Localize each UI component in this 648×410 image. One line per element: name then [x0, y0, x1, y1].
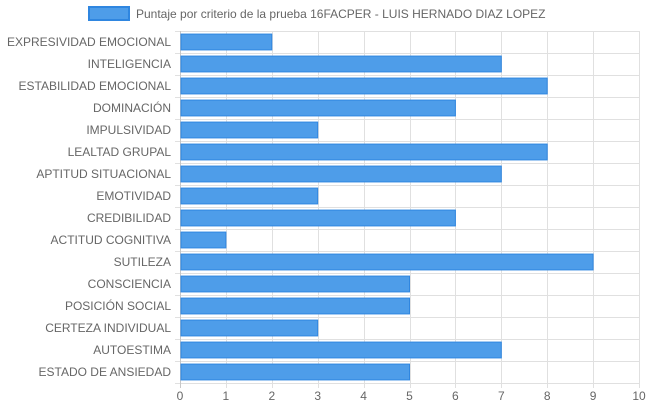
y-tick-label: CONSCIENCIA [88, 277, 171, 291]
bar[interactable] [180, 231, 227, 249]
bars [180, 33, 594, 381]
y-tick-label: AUTOESTIMA [93, 343, 171, 357]
x-tick-label: 4 [360, 389, 367, 403]
bar[interactable] [180, 99, 456, 117]
y-tick-label: INTELIGENCIA [88, 57, 171, 71]
y-axis-labels: EXPRESIVIDAD EMOCIONAL INTELIGENCIA ESTABI… [7, 35, 171, 379]
legend-label: Puntaje por criterio de la prueba 16FACP… [136, 7, 546, 21]
x-tick-label: 3 [314, 389, 321, 403]
y-tick-label: SUTILEZA [114, 255, 171, 269]
bar[interactable] [180, 253, 594, 271]
y-tick-label: IMPULSIVIDAD [86, 123, 171, 137]
y-tick-label: ESTADO DE ANSIEDAD [39, 365, 172, 379]
bar[interactable] [180, 209, 456, 227]
y-tick-label: POSICIÓN SOCIAL [65, 298, 171, 313]
x-tick-label: 5 [406, 389, 413, 403]
y-tick-label: EXPRESIVIDAD EMOCIONAL [7, 35, 171, 49]
legend-swatch [88, 6, 130, 21]
x-tick-label: 2 [268, 389, 275, 403]
bar[interactable] [180, 363, 410, 381]
x-tick-label: 10 [632, 389, 646, 403]
x-tick-label: 8 [544, 389, 551, 403]
x-tick-label: 9 [590, 389, 597, 403]
y-tick-label: CERTEZA INDIVIDUAL [45, 321, 171, 335]
legend[interactable]: Puntaje por criterio de la prueba 16FACP… [88, 6, 546, 21]
bar[interactable] [180, 275, 410, 293]
x-tick-label: 7 [498, 389, 505, 403]
x-tick-label: 6 [452, 389, 459, 403]
bar[interactable] [180, 77, 548, 95]
y-tick-label: EMOTIVIDAD [96, 189, 171, 203]
bar[interactable] [180, 143, 548, 161]
y-tick-label: CREDIBILIDAD [87, 211, 171, 225]
bar[interactable] [180, 121, 319, 139]
y-tick-label: ACTITUD COGNITIVA [51, 233, 171, 247]
y-tick-label: APTITUD SITUACIONAL [36, 167, 171, 181]
bar[interactable] [180, 341, 502, 359]
x-tick-label: 0 [177, 389, 184, 403]
bar[interactable] [180, 33, 273, 51]
bar[interactable] [180, 165, 502, 183]
x-tick-label: 1 [223, 389, 230, 403]
y-tick-label: LEALTAD GRUPAL [68, 145, 172, 159]
x-axis-labels: 0 1 2 3 4 5 6 7 8 9 10 [177, 389, 646, 403]
bar[interactable] [180, 55, 502, 73]
y-tick-label: DOMINACIÓN [93, 100, 171, 115]
bar[interactable] [180, 187, 319, 205]
bar[interactable] [180, 297, 410, 315]
y-tick-label: ESTABILIDAD EMOCIONAL [19, 79, 172, 93]
bar[interactable] [180, 319, 319, 337]
